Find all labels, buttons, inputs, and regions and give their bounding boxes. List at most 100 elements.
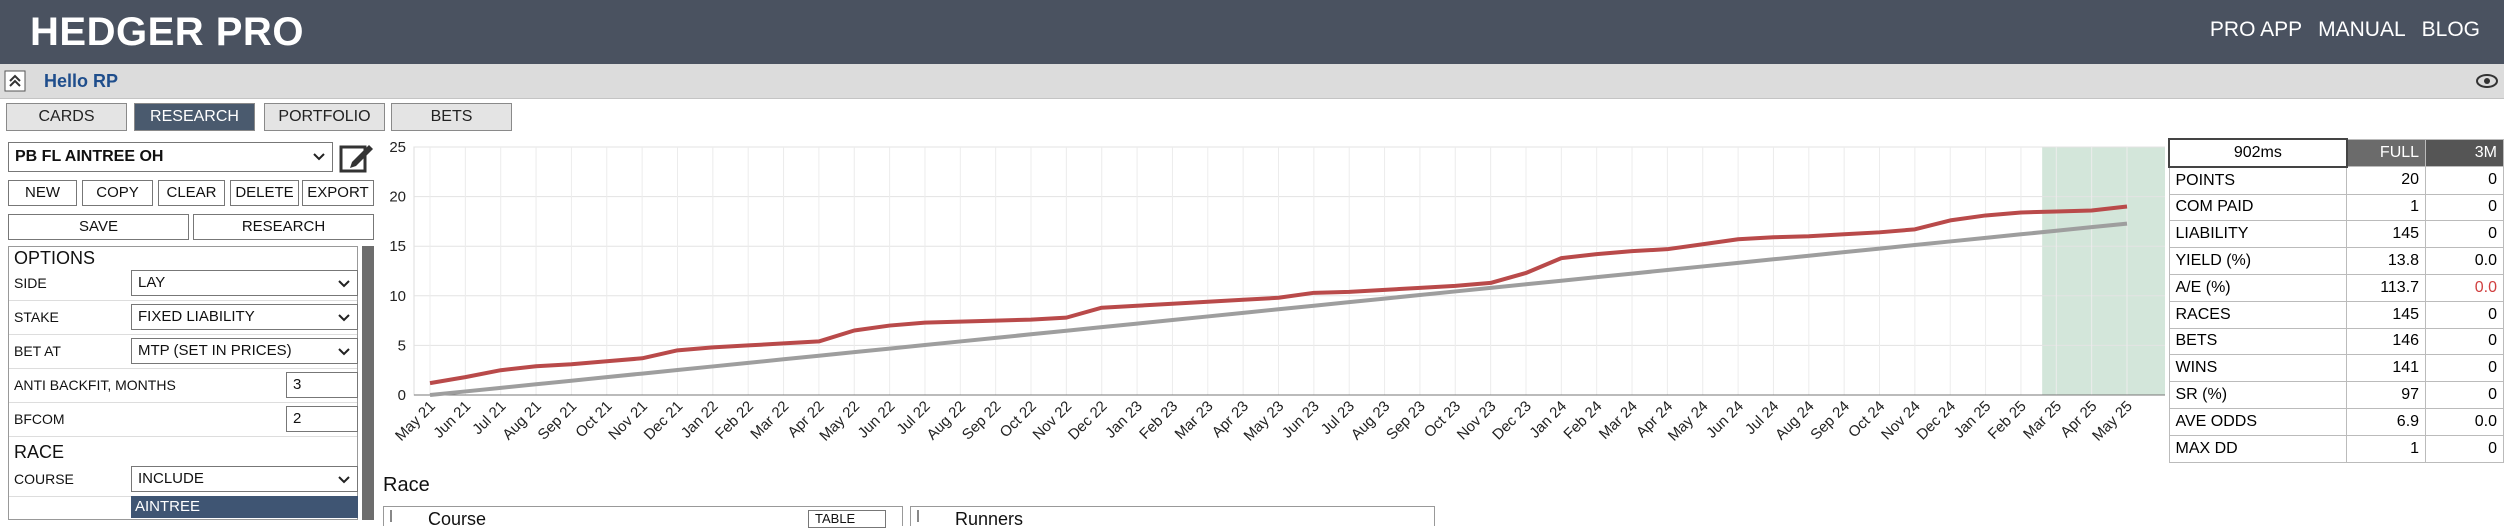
x-tick-label: Feb 25 — [1985, 398, 2030, 443]
tab[interactable]: BETS — [391, 103, 512, 131]
action-button[interactable]: SAVE — [8, 214, 189, 240]
scrollbar[interactable] — [362, 246, 374, 520]
tab[interactable]: PORTFOLIO — [264, 103, 385, 131]
collapse-icon[interactable] — [4, 70, 26, 92]
field-value: LAY — [138, 274, 166, 291]
timer-cell: 902ms — [2168, 138, 2348, 168]
column-header[interactable]: 3M — [2425, 138, 2504, 168]
eye-icon[interactable] — [2476, 72, 2498, 90]
app-title[interactable]: HEDGER PRO — [30, 10, 304, 54]
panel-icons — [917, 510, 951, 522]
chevron — [338, 476, 350, 484]
x-tick-label: Sep 24 — [1807, 398, 1853, 444]
system-select[interactable]: PB FL AINTREE OH — [8, 142, 333, 172]
action-button[interactable]: DELETE — [230, 180, 299, 206]
stats-row: MAX DD 1 0 — [2168, 434, 2504, 463]
panel: Course TABLE — [383, 506, 903, 529]
action-button[interactable]: RESEARCH — [193, 214, 374, 240]
header-row: 902ms FULL 3M — [2168, 138, 2504, 168]
number-input[interactable]: 2 — [286, 406, 358, 432]
nav: PRO APP MANUAL BLOG — [2210, 0, 2480, 60]
edit-icon[interactable] — [338, 140, 374, 174]
stat-value: 0 — [2425, 381, 2504, 409]
nav-link[interactable]: BLOG — [2421, 18, 2480, 41]
select[interactable]: FIXED LIABILITY — [131, 304, 358, 330]
stat-value: 0.0 — [2425, 407, 2504, 436]
x-tick-label: Mar 22 — [747, 398, 792, 443]
y-tick-label: 15 — [389, 238, 406, 255]
stats-row: WINS 141 0 — [2168, 354, 2504, 383]
x-tick-label: May 25 — [2089, 398, 2136, 445]
x-tick-label: Feb 23 — [1136, 398, 1181, 443]
panel-control[interactable]: TABLE — [808, 510, 886, 528]
action-button[interactable]: CLEAR — [158, 180, 225, 206]
field-label: ANTI BACKFIT, MONTHS — [14, 377, 176, 393]
select[interactable]: INCLUDE — [131, 466, 358, 492]
stat-value: 0 — [2425, 220, 2504, 249]
stat-label: BETS — [2168, 327, 2348, 356]
number-input[interactable]: 3 — [286, 372, 358, 398]
panel: Runners — [910, 506, 1435, 529]
x-tick-label: Jun 24 — [1703, 398, 1747, 442]
chevron — [313, 153, 325, 161]
column-header[interactable]: FULL — [2346, 138, 2427, 168]
tab[interactable]: RESEARCH — [134, 103, 255, 131]
x-tick-label: Dec 21 — [641, 398, 687, 444]
field-value: 3 — [293, 376, 302, 393]
field-label: STAKE — [14, 309, 59, 325]
stats-row: LIABILITY 145 0 — [2168, 220, 2504, 249]
stats-table: 902ms FULL 3M POINTS 20 0 COM PAID 1 0 LIABILITY 1… — [2168, 138, 2504, 463]
tab[interactable]: CARDS — [6, 103, 127, 131]
x-tick-label: Sep 23 — [1383, 398, 1429, 444]
stat-value: 1 — [2346, 193, 2427, 222]
stat-label: LIABILITY — [2168, 220, 2348, 249]
action-button[interactable]: NEW — [8, 180, 77, 206]
stat-value: 97 — [2346, 381, 2427, 409]
nav-link[interactable]: MANUAL — [2318, 18, 2406, 41]
x-tick-label: Nov 24 — [1878, 398, 1924, 444]
row-divider — [9, 334, 357, 335]
x-tick-label: May 24 — [1665, 398, 1712, 445]
stat-value: 0.0 — [2425, 247, 2504, 275]
select[interactable]: LAY — [131, 270, 358, 296]
chevron — [338, 348, 350, 356]
x-tick-label: Aug 22 — [923, 398, 969, 444]
field-value: 2 — [293, 410, 302, 427]
action-button[interactable]: COPY — [82, 180, 153, 206]
stat-value: 20 — [2346, 166, 2427, 195]
stat-value: 0 — [2425, 166, 2504, 195]
field-label: BFCOM — [14, 411, 65, 427]
x-tick-label: Nov 23 — [1454, 398, 1500, 444]
panel-icons — [390, 510, 424, 522]
x-tick-label: Feb 22 — [712, 398, 757, 443]
selected-item[interactable]: AINTREE — [131, 496, 358, 518]
x-tick-label: Dec 23 — [1489, 398, 1535, 444]
stats-row: SR (%) 97 0 — [2168, 381, 2504, 409]
stat-value: 145 — [2346, 300, 2427, 329]
action-button[interactable]: EXPORT — [302, 180, 374, 206]
chevron — [338, 280, 350, 288]
system-name: PB FL AINTREE OH — [15, 148, 164, 165]
field-label: BET AT — [14, 343, 61, 359]
stat-label: SR (%) — [2168, 381, 2348, 409]
stat-label: POINTS — [2168, 166, 2348, 195]
header-bar: HEDGER PRO PRO APP MANUAL BLOG — [0, 0, 2504, 64]
stat-label: WINS — [2168, 354, 2348, 383]
y-tick-label: 10 — [389, 288, 406, 305]
select[interactable]: MTP (SET IN PRICES) — [131, 338, 358, 364]
y-tick-label: 0 — [398, 387, 406, 404]
section-title: OPTIONS — [14, 248, 96, 268]
stat-value: 0 — [2425, 193, 2504, 222]
x-tick-label: Aug 21 — [499, 398, 545, 444]
row-divider — [9, 368, 357, 369]
stat-value: 146 — [2346, 327, 2427, 356]
row-divider — [9, 436, 357, 437]
series-line — [429, 204, 2128, 386]
nav-link[interactable]: PRO APP — [2209, 18, 2303, 41]
x-tick-label: Nov 21 — [605, 398, 651, 444]
x-tick-label: Jun 22 — [855, 398, 899, 442]
section-title: RACE — [14, 442, 65, 462]
field-label: COURSE — [14, 471, 74, 487]
x-tick-label: Mar 23 — [1172, 398, 1217, 443]
